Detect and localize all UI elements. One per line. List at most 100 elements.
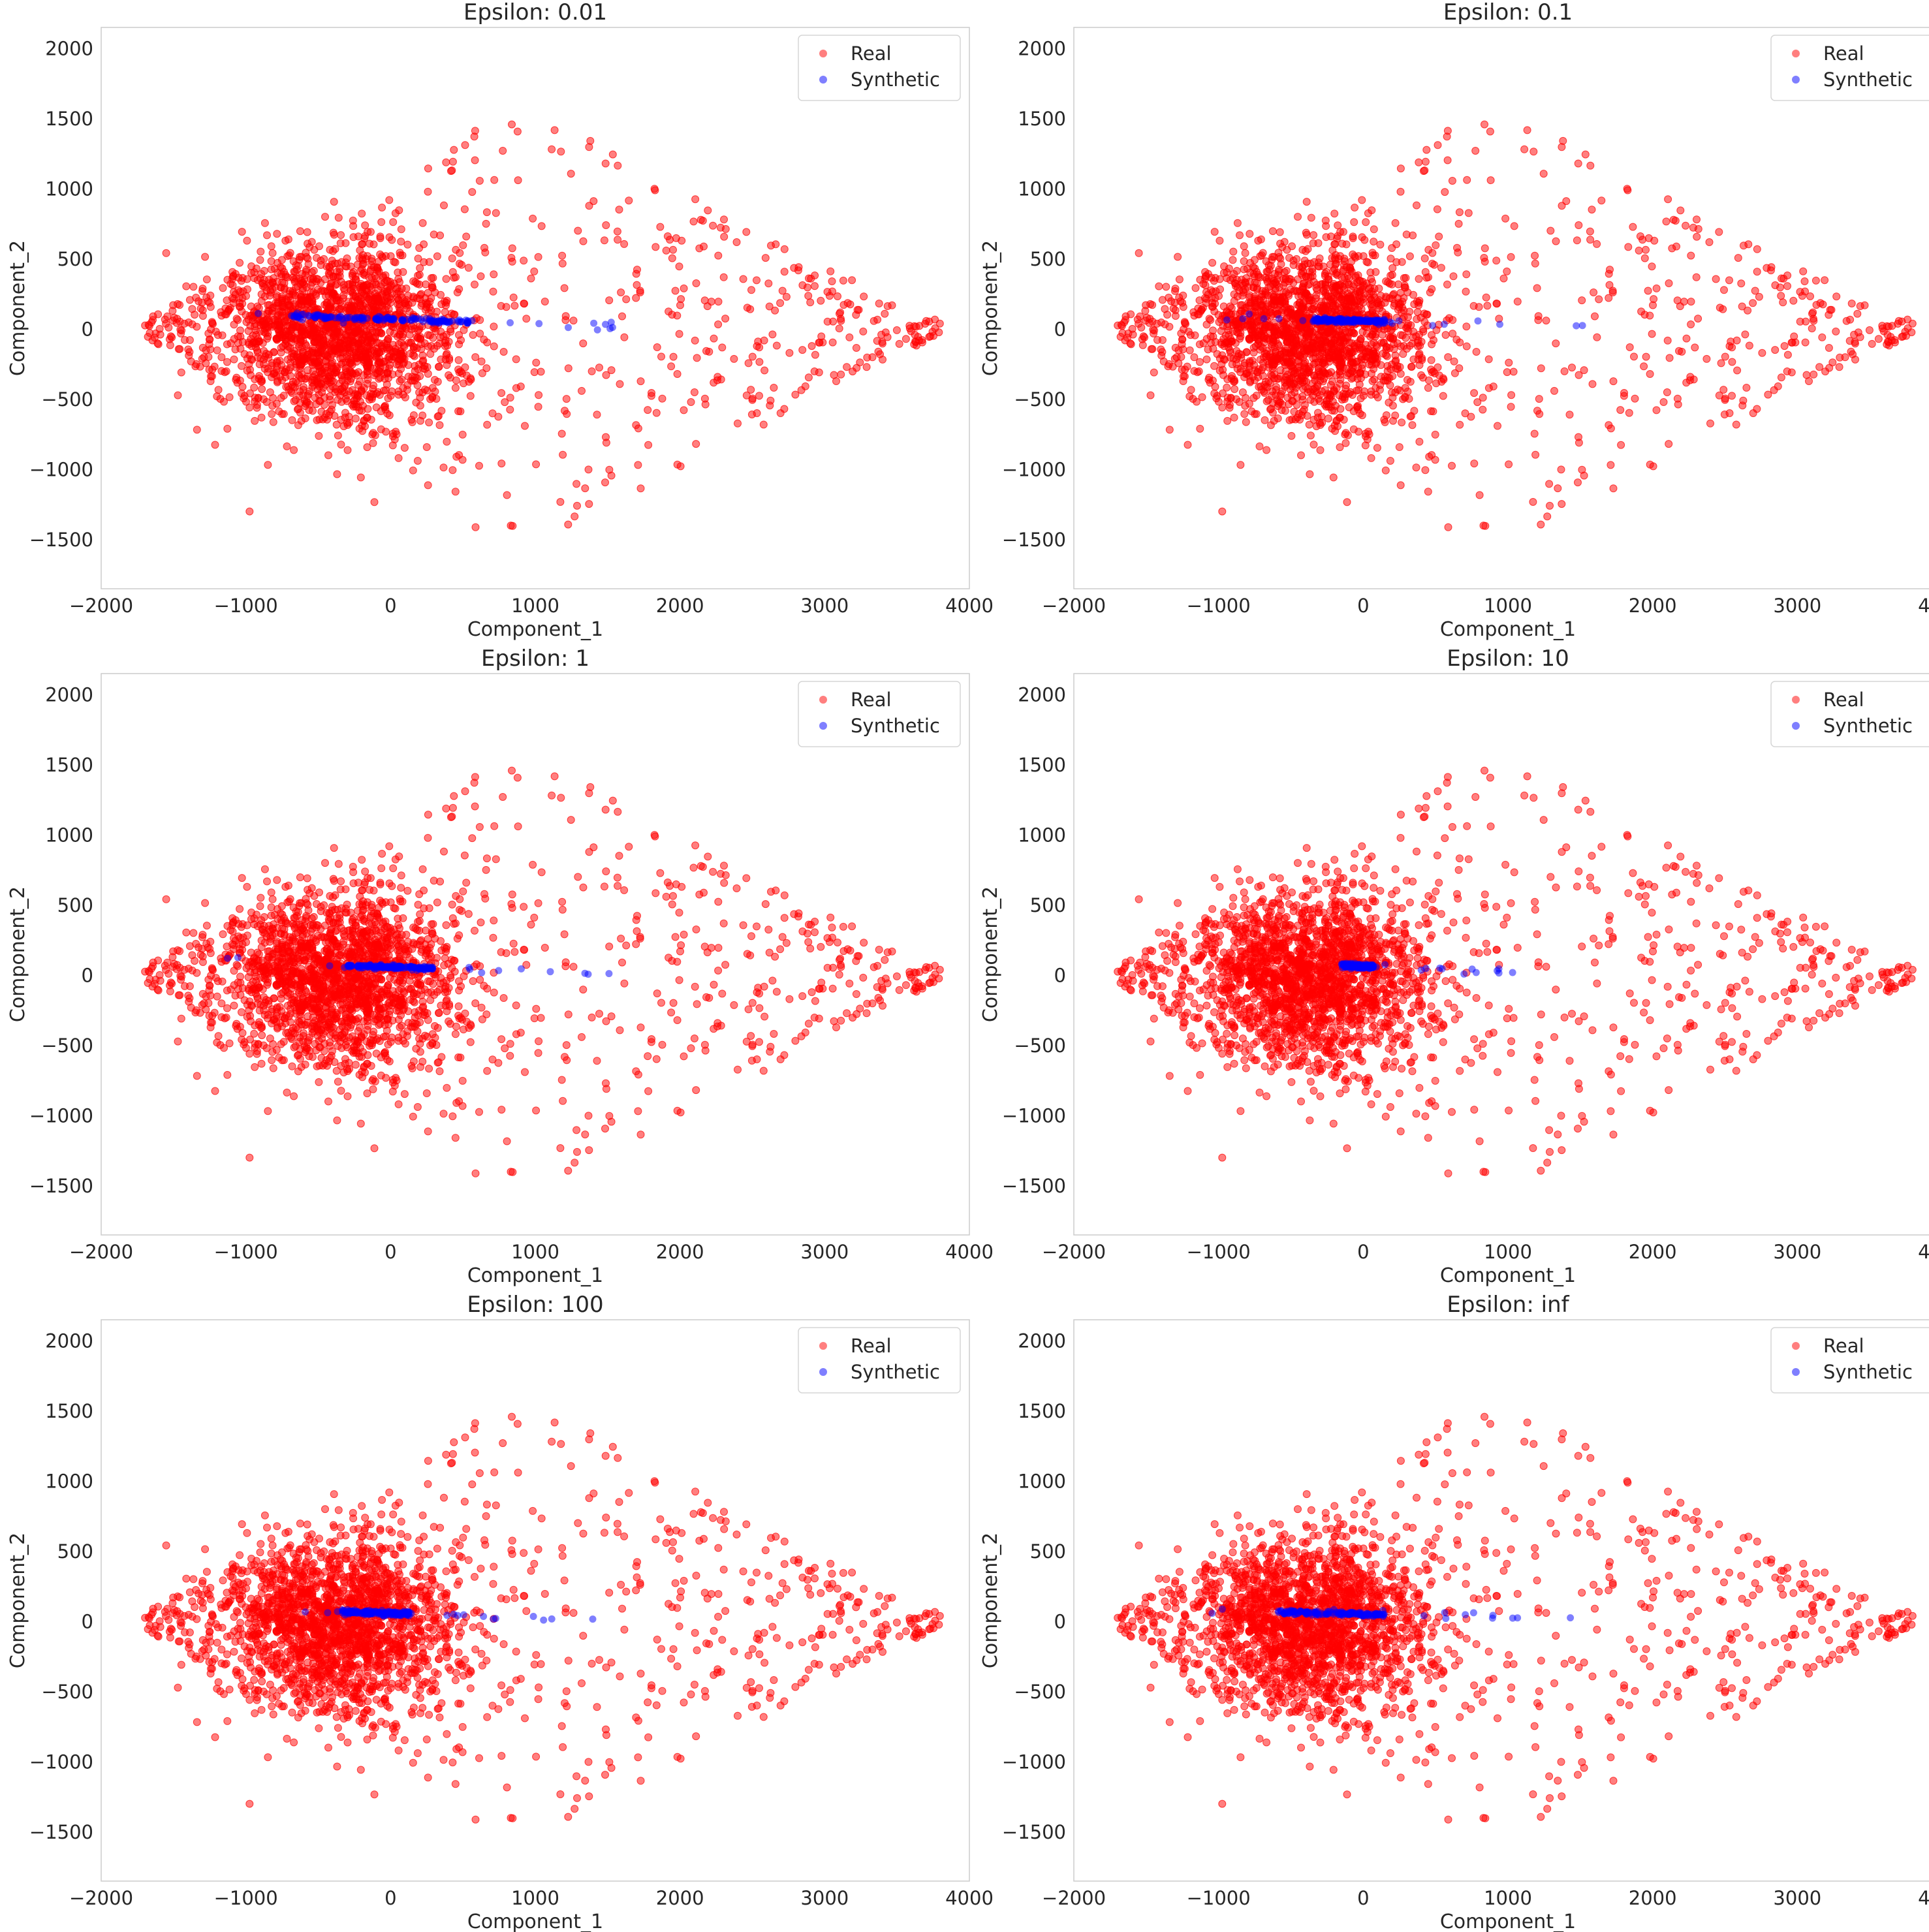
real-point [243, 236, 251, 245]
real-point [617, 288, 625, 296]
real-point [251, 416, 259, 425]
real-point [334, 326, 342, 334]
real-point [1441, 331, 1450, 339]
legend-marker [819, 50, 827, 57]
real-point [1821, 276, 1829, 285]
real-point [1354, 363, 1362, 371]
real-point [424, 481, 432, 490]
real-point [435, 362, 443, 371]
real-point [437, 355, 445, 364]
real-point [1346, 264, 1355, 272]
real-point [230, 355, 238, 364]
real-point [232, 315, 241, 323]
real-point [317, 257, 325, 265]
real-point [747, 386, 755, 394]
real-point [1605, 281, 1614, 289]
real-point [455, 451, 463, 460]
real-point [1268, 334, 1277, 342]
synthetic-point [323, 314, 331, 322]
real-point [1294, 213, 1302, 221]
real-point [1310, 231, 1318, 240]
real-point [1190, 311, 1199, 320]
real-point [359, 270, 368, 278]
real-point [1479, 394, 1487, 402]
real-point [1642, 245, 1650, 254]
real-point [309, 275, 317, 283]
real-point [1665, 279, 1673, 287]
real-point [269, 394, 277, 402]
real-point [1185, 392, 1194, 401]
real-point [313, 374, 321, 382]
scatter-panel: Epsilon: 0.1−2000−100001000200030004000−… [979, 0, 1929, 641]
real-point [579, 339, 588, 348]
real-point [620, 240, 629, 248]
real-point [1396, 164, 1405, 173]
real-point [1246, 268, 1255, 277]
real-point [1404, 376, 1411, 384]
real-point [411, 367, 419, 375]
real-point [302, 298, 311, 306]
real-point [1455, 364, 1464, 373]
real-point [454, 407, 463, 415]
real-point [1464, 209, 1473, 217]
real-point [326, 268, 335, 276]
real-point [653, 343, 661, 351]
real-point [1275, 266, 1283, 274]
real-point [1717, 359, 1725, 367]
real-point [1382, 411, 1390, 420]
real-point [633, 266, 641, 274]
real-point [1428, 340, 1436, 349]
real-point [1741, 330, 1749, 339]
legend-box [798, 35, 961, 101]
real-point [1392, 240, 1401, 249]
real-point [1242, 394, 1250, 402]
real-point [461, 141, 469, 149]
real-point [1644, 234, 1653, 242]
x-tick-label: 4000 [945, 595, 994, 617]
real-point [1740, 242, 1748, 250]
real-point [1275, 341, 1283, 350]
real-point [1479, 405, 1487, 414]
real-point [512, 355, 520, 364]
real-point [1749, 409, 1757, 417]
real-point [1662, 217, 1670, 226]
real-point [520, 300, 529, 308]
real-point [1150, 368, 1158, 377]
real-point [236, 258, 244, 267]
real-point [1155, 282, 1163, 290]
real-point [510, 302, 519, 310]
real-point [450, 146, 458, 154]
real-point [251, 339, 260, 347]
real-point [691, 195, 700, 204]
real-point [369, 390, 377, 398]
real-point [1609, 377, 1618, 386]
synthetic-point [351, 316, 358, 324]
real-point [1777, 292, 1785, 300]
real-point [460, 326, 468, 334]
real-point [343, 446, 352, 454]
real-point [275, 407, 283, 416]
real-point [405, 330, 414, 339]
real-point [1285, 416, 1294, 424]
real-point [1340, 337, 1348, 346]
real-point [1165, 426, 1174, 434]
real-point [714, 298, 723, 306]
real-point [475, 177, 484, 185]
real-point [1744, 306, 1752, 315]
real-point [1652, 406, 1661, 414]
real-point [1248, 320, 1256, 328]
real-point [1359, 252, 1368, 260]
real-point [243, 366, 251, 375]
real-point [815, 368, 823, 377]
synthetic-point [417, 316, 425, 323]
real-point [1422, 146, 1431, 154]
real-point [178, 326, 186, 335]
real-point [595, 364, 603, 372]
real-point [1229, 256, 1237, 264]
real-point [1312, 284, 1321, 292]
real-point [411, 278, 420, 287]
x-tick-label: 1000 [511, 595, 559, 617]
real-point [460, 205, 469, 213]
real-point [874, 347, 883, 356]
